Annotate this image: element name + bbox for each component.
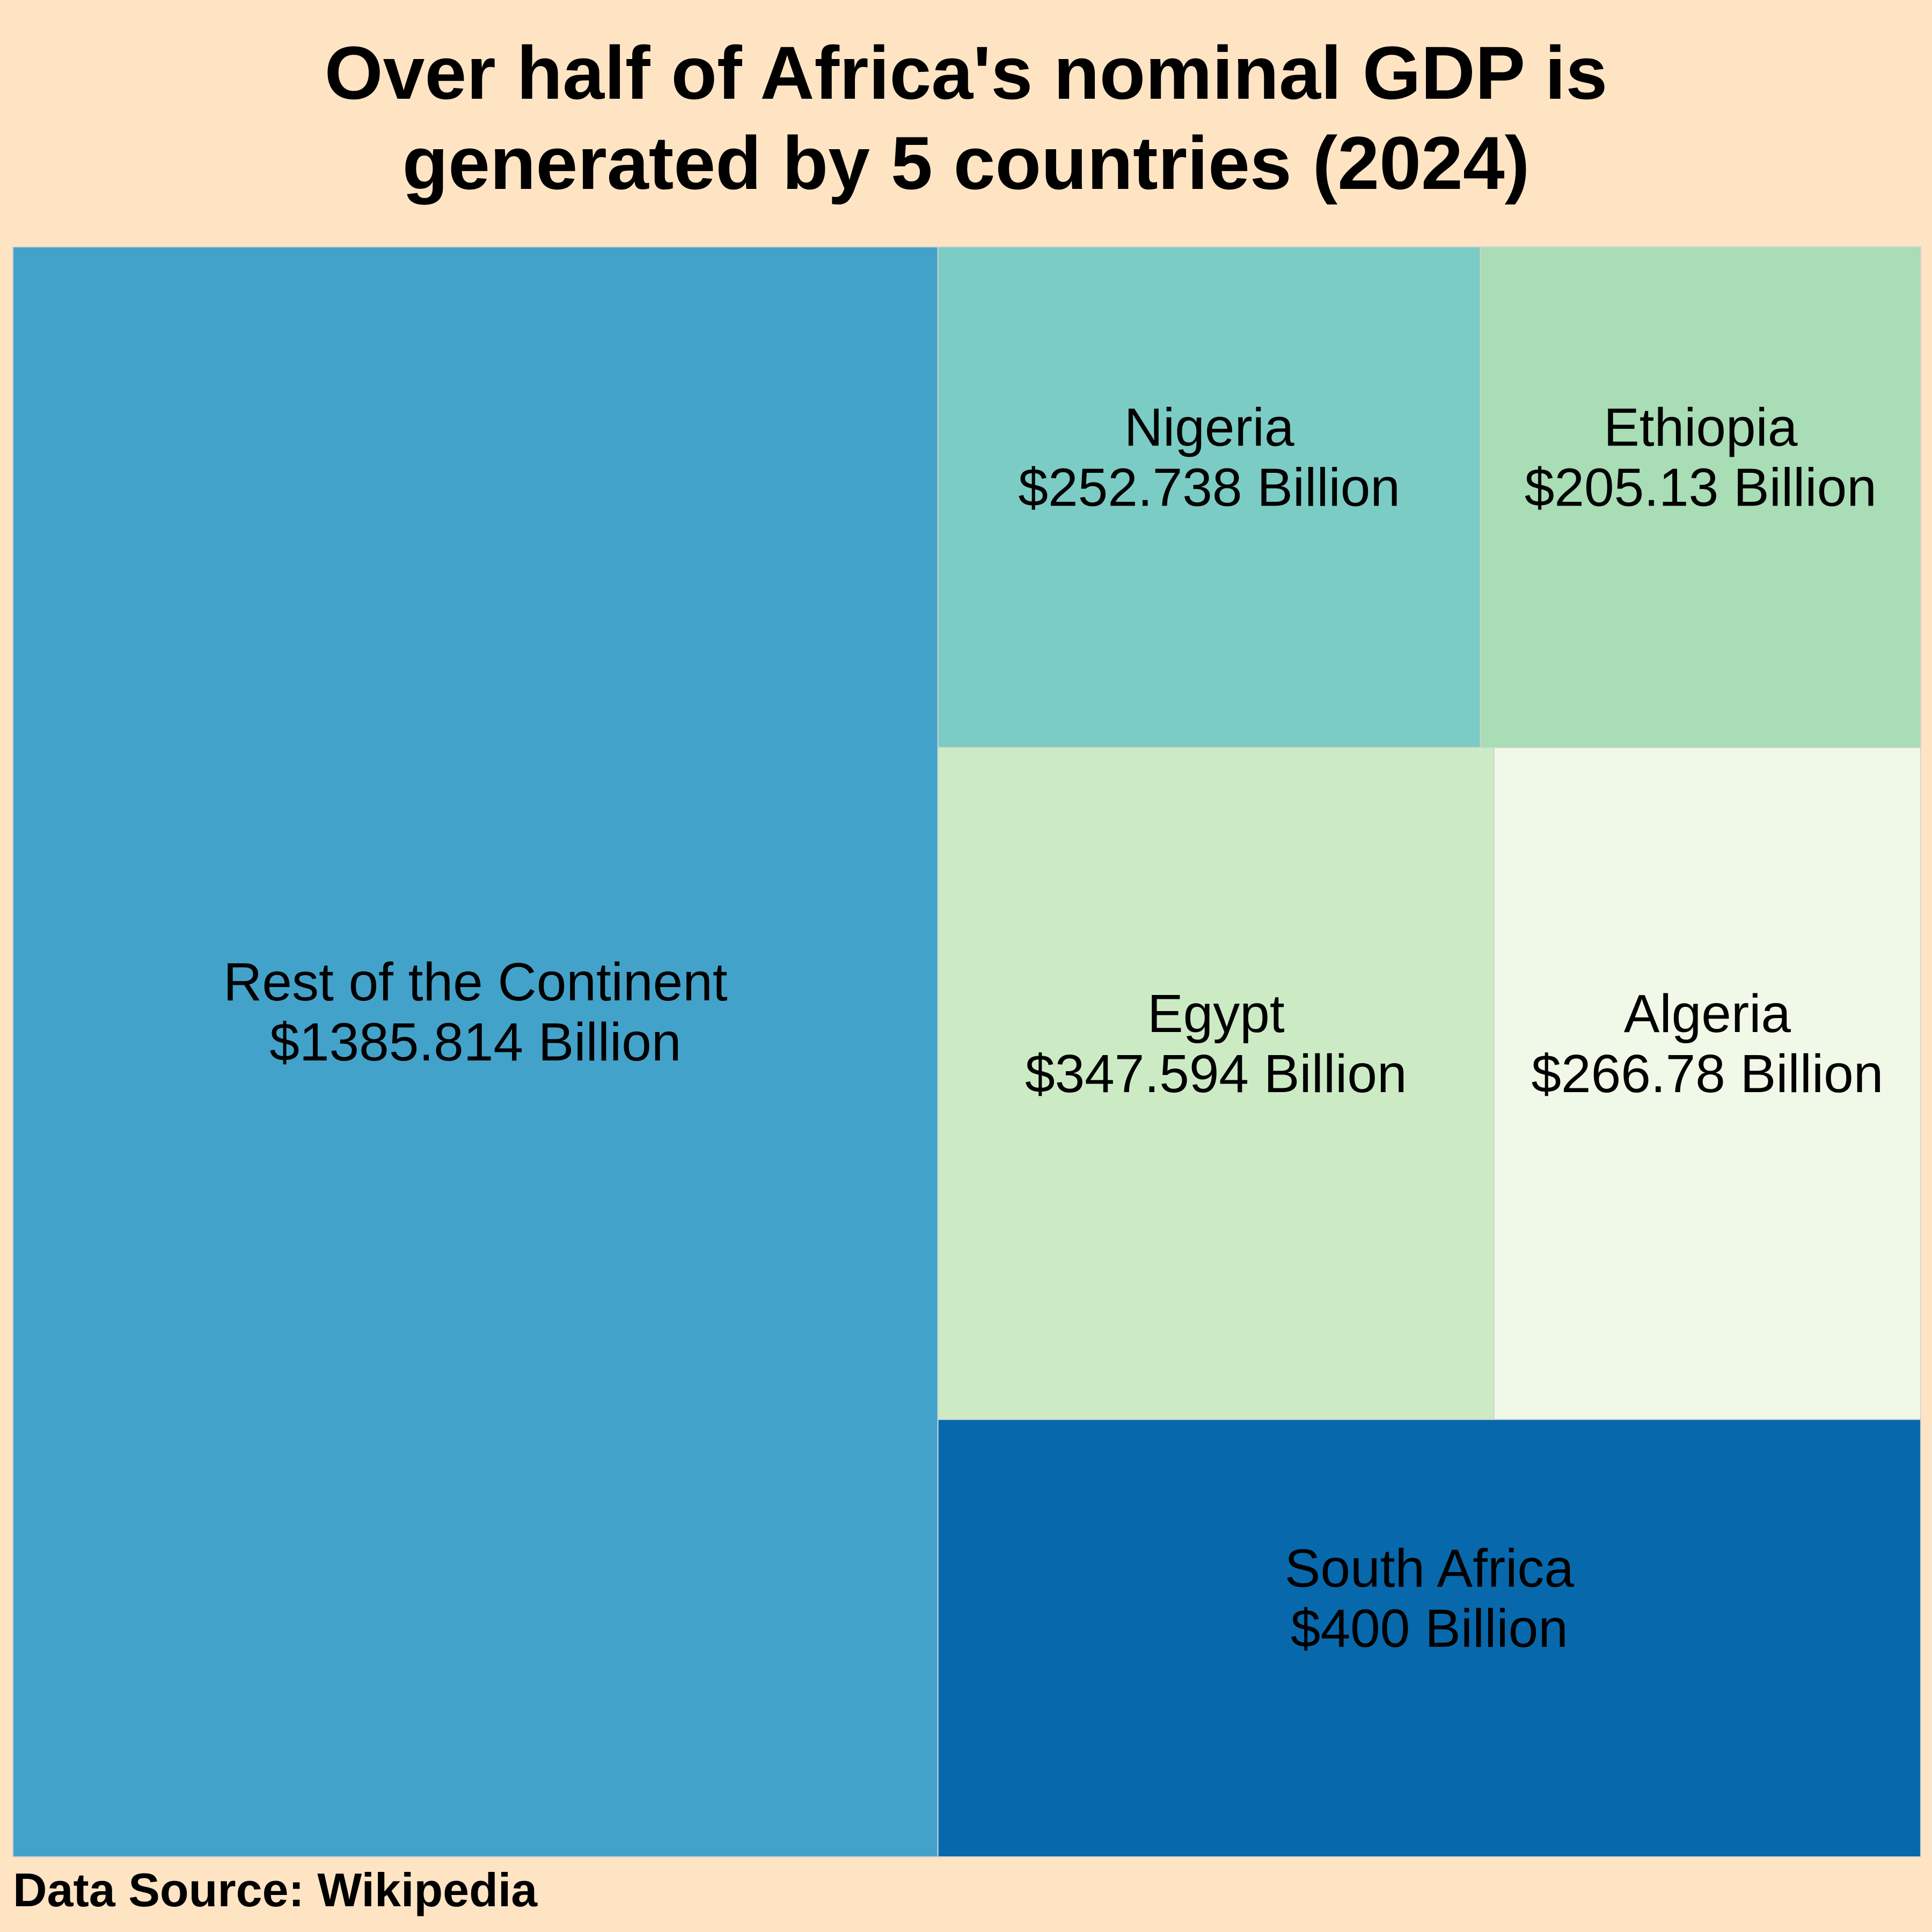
- chart-title-line-1: Over half of Africa's nominal GDP is: [324, 31, 1608, 115]
- tile-name-algeria: Algeria: [1624, 984, 1791, 1044]
- chart-title: Over half of Africa's nominal GDP is gen…: [0, 0, 1932, 236]
- tile-value-egypt: $347.594 Billion: [1025, 1044, 1407, 1104]
- data-source-caption: Data Source: Wikipedia: [13, 1863, 538, 1916]
- tile-ethiopia: Ethiopia$205.13 Billion: [1480, 246, 1922, 748]
- tile-nigeria: Nigeria$252.738 Billion: [937, 246, 1481, 748]
- tile-value-rest-of-the-continent: $1385.814 Billion: [269, 1012, 681, 1072]
- tile-value-nigeria: $252.738 Billion: [1018, 458, 1400, 518]
- tile-name-egypt: Egypt: [1147, 984, 1285, 1044]
- tile-rect-egypt: [937, 747, 1495, 1420]
- tile-value-algeria: $266.78 Billion: [1531, 1044, 1883, 1104]
- tile-name-south-africa: South Africa: [1285, 1539, 1575, 1599]
- tile-egypt: Egypt$347.594 Billion: [937, 747, 1495, 1420]
- tile-value-ethiopia: $205.13 Billion: [1525, 458, 1877, 518]
- tile-rect-nigeria: [937, 246, 1481, 748]
- tile-rect-south-africa: [937, 1418, 1921, 1857]
- tile-name-rest-of-the-continent: Rest of the Continent: [223, 952, 728, 1012]
- chart-title-line-2: generated by 5 countries (2024): [402, 121, 1530, 205]
- tile-value-south-africa: $400 Billion: [1291, 1599, 1568, 1659]
- tile-algeria: Algeria$266.78 Billion: [1493, 747, 1922, 1420]
- tile-name-ethiopia: Ethiopia: [1604, 398, 1798, 458]
- tile-name-nigeria: Nigeria: [1124, 398, 1294, 458]
- tile-rect-ethiopia: [1480, 246, 1922, 748]
- tile-rect-rest-of-the-continent: [12, 246, 939, 1857]
- tile-rest-of-the-continent: Rest of the Continent$1385.814 Billion: [12, 246, 939, 1857]
- tile-rect-algeria: [1493, 747, 1922, 1420]
- tile-south-africa: South Africa$400 Billion: [937, 1418, 1921, 1857]
